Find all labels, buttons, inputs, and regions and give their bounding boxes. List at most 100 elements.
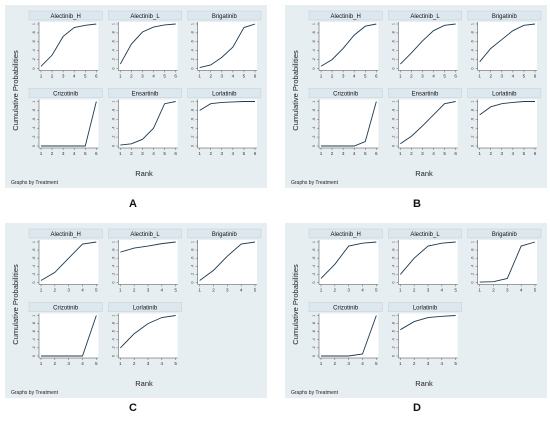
- y-tick-label: .8: [32, 31, 36, 34]
- x-tick-label: 1: [320, 361, 323, 366]
- y-tick-label: .2: [32, 136, 36, 139]
- subplot-Alectinib_H: Alectinib_H 0 .2 .4 .6 .8 1 1 2 3 4 5 6: [308, 10, 383, 79]
- y-tick-label: .4: [32, 338, 36, 341]
- subplot-Lorlatinib: Lorlatinib 0 .2 .4 .6 .8 1 1 2 3 4 5: [388, 302, 462, 366]
- y-tick-label: 0: [111, 355, 115, 357]
- y-tick-label: .4: [391, 49, 395, 52]
- series-line: [320, 23, 377, 67]
- x-tick-label: 2: [410, 151, 413, 156]
- y-tick-label: 0: [191, 67, 195, 69]
- x-tick-label: 4: [232, 74, 235, 79]
- x-tick-label: 5: [95, 288, 98, 293]
- x-tick-label: 1: [119, 74, 122, 79]
- plot-area: [398, 313, 458, 358]
- plot-area: [398, 22, 458, 71]
- y-tick-label: 1: [391, 100, 395, 102]
- x-tick-label: 3: [62, 151, 65, 156]
- y-tick-label: .6: [111, 257, 115, 260]
- subplot-Lorlatinib: Lorlatinib 0 .2 .4 .6 .8 1 1 2 3 4 5: [108, 302, 182, 366]
- y-tick-label: .6: [391, 40, 395, 43]
- y-tick-label: .2: [391, 346, 395, 349]
- subplot-title: Crizotinib: [333, 305, 359, 311]
- series-line: [479, 101, 535, 116]
- y-tick-label: .4: [191, 265, 195, 268]
- y-tick-label: 1: [111, 100, 115, 102]
- x-tick-label: 2: [54, 288, 57, 293]
- x-tick-label: 2: [492, 288, 495, 293]
- panel-label-B: B: [413, 198, 421, 210]
- subplot-title: Ensartinib: [412, 91, 439, 97]
- y-tick-label: .8: [312, 31, 316, 34]
- y-tick-label: .6: [391, 257, 395, 260]
- x-tick-label: 2: [130, 151, 133, 156]
- x-tick-label: 4: [441, 288, 444, 293]
- y-tick-label: .8: [32, 249, 36, 252]
- x-tick-label: 2: [212, 288, 215, 293]
- y-tick-label: 1: [32, 23, 36, 25]
- series-line: [41, 101, 97, 147]
- plot-area: [319, 99, 379, 148]
- x-tick-label: 3: [221, 151, 224, 156]
- subplot-title: Crizotinib: [333, 91, 359, 97]
- x-tick-label: 1: [478, 74, 481, 79]
- x-tick-label: 4: [353, 74, 356, 79]
- x-tick-label: 1: [198, 74, 201, 79]
- x-tick-label: 2: [54, 361, 57, 366]
- subplot-strip: [28, 228, 103, 239]
- y-tick-label: .8: [391, 31, 395, 34]
- y-tick-label: 0: [312, 281, 316, 283]
- x-tick-label: 6: [95, 74, 98, 79]
- y-tick-label: 1: [471, 241, 475, 243]
- x-tick-label: 3: [501, 74, 504, 79]
- subplot-Crizotinib: Crizotinib 0 .2 .4 .6 .8 1 1 2 3 4 5 6: [28, 88, 103, 156]
- series-line: [199, 101, 255, 111]
- x-tick-label: 2: [413, 361, 416, 366]
- y-tick-label: .6: [471, 40, 475, 43]
- y-tick-label: .4: [191, 49, 195, 52]
- x-tick-label: 2: [331, 151, 334, 156]
- subplot-Crizotinib: Crizotinib 0 .2 .4 .6 .8 1 1 2 3 4 5: [28, 302, 103, 366]
- subplot-Lorlatinib: Lorlatinib 0 .2 .4 .6 .8 1 1 2 3 4 5 6: [187, 88, 262, 156]
- subplot-title: Lorlatinib: [492, 91, 517, 97]
- x-tick-label: 3: [342, 74, 345, 79]
- x-tick-label: 2: [410, 74, 413, 79]
- panel-C: Cumulative Probabilities Alectinib_H 0 .2 .4…: [5, 223, 267, 398]
- y-tick-label: .6: [32, 330, 36, 333]
- x-tick-label: 3: [421, 151, 424, 156]
- x-tick-label: 1: [119, 288, 122, 293]
- x-tick-label: 5: [254, 288, 257, 293]
- x-tick-label: 5: [534, 288, 537, 293]
- subplot-strip: [308, 302, 383, 312]
- y-tick-label: 1: [312, 241, 316, 243]
- subplot-title: Brigatinib: [212, 232, 238, 238]
- y-tick-label: 0: [312, 67, 316, 69]
- x-tick-label: 2: [51, 74, 54, 79]
- x-tick-label: 1: [399, 74, 402, 79]
- subplot-Brigatinib: Brigatinib 0 .2 .4 .6 .8 1 1 2 3 4 5: [187, 228, 262, 293]
- y-tick-label: 1: [111, 314, 115, 316]
- subplot-strip: [28, 10, 103, 21]
- x-tick-label: 5: [163, 151, 166, 156]
- y-tick-label: .6: [191, 257, 195, 260]
- y-tick-label: 1: [391, 23, 395, 25]
- y-tick-label: 0: [391, 145, 395, 147]
- x-tick-label: 1: [40, 151, 43, 156]
- x-tick-label: 4: [520, 288, 523, 293]
- y-tick-label: .8: [391, 322, 395, 325]
- x-tick-label: 5: [523, 74, 526, 79]
- x-tick-label: 3: [226, 288, 229, 293]
- y-tick-label: 1: [391, 241, 395, 243]
- x-tick-label: 5: [454, 361, 457, 366]
- x-tick-label: 6: [534, 74, 537, 79]
- y-axis-title: Cumulative Probabilities: [11, 50, 20, 131]
- y-tick-label: .4: [471, 49, 475, 52]
- plot-area: [118, 240, 178, 285]
- plot-area: [118, 22, 178, 71]
- y-axis-title: Cumulative Probabilities: [291, 50, 300, 131]
- y-tick-label: .8: [471, 31, 475, 34]
- x-tick-label: 5: [364, 151, 367, 156]
- y-tick-label: .8: [391, 109, 395, 112]
- x-tick-label: 5: [375, 361, 378, 366]
- y-tick-label: 1: [471, 23, 475, 25]
